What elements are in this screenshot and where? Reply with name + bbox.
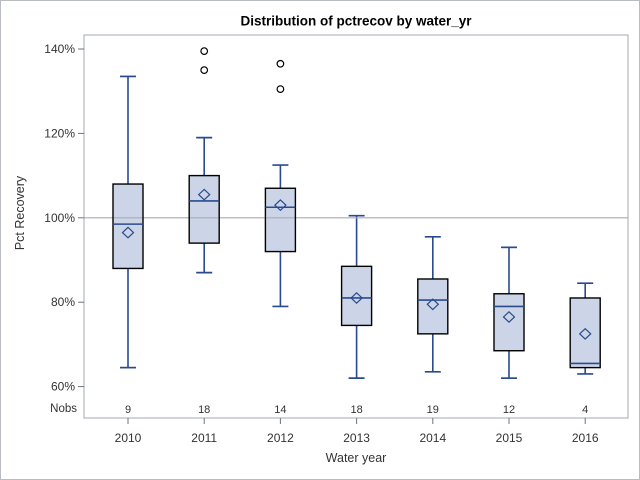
box-outline [340, 265, 373, 327]
nobs-value: 19 [427, 404, 439, 416]
box-group-2014 [417, 235, 449, 373]
x-tick-label: 2010 [115, 431, 142, 445]
mean-diamond-marker [274, 199, 287, 212]
mean-diamond-marker [350, 291, 363, 305]
y-tick-label: 120% [44, 126, 75, 140]
x-tick-label: 2012 [267, 431, 294, 445]
box-outline [112, 183, 144, 270]
nobs-value: 9 [125, 404, 131, 416]
box-group-2011 [188, 47, 220, 274]
mean-diamond-marker [121, 226, 135, 239]
plot-frame [83, 34, 629, 419]
outlier-marker [276, 59, 285, 68]
y-tick-label: 100% [44, 211, 75, 225]
mean-diamond-marker [578, 327, 592, 340]
nobs-value: 18 [350, 404, 362, 416]
nobs-value: 18 [198, 404, 210, 416]
box-outline [569, 297, 601, 369]
x-tick-label: 2014 [419, 431, 446, 445]
box-outline [264, 187, 297, 253]
nobs-value: 12 [503, 404, 515, 416]
box-group-2013 [340, 214, 373, 380]
x-axis-label: Water year [325, 451, 387, 465]
mean-diamond-marker [426, 298, 440, 311]
box-outline [417, 278, 449, 335]
outlier-marker [200, 66, 209, 74]
nobs-value: 4 [582, 404, 588, 416]
box-outline [188, 174, 220, 244]
x-tick-label: 2013 [343, 431, 370, 445]
box-outline [493, 293, 525, 352]
box-fill [113, 184, 143, 269]
mean-diamond-marker [197, 188, 211, 201]
box-fill [417, 278, 448, 334]
box-group-2010 [112, 75, 144, 369]
box-fill [341, 266, 372, 326]
x-tick-label: 2015 [496, 431, 523, 445]
x-tick-label: 2011 [191, 431, 217, 445]
box-fill [570, 297, 601, 368]
outlier-marker [200, 47, 209, 56]
box-group-2015 [493, 246, 525, 380]
y-tick-label: 80% [51, 295, 75, 309]
x-tick-label: 2016 [572, 431, 599, 445]
outlier-marker [276, 85, 285, 93]
box-fill [189, 175, 220, 244]
nobs-value: 14 [274, 404, 286, 416]
y-tick-label: 60% [51, 380, 75, 394]
chart-title: Distribution of pctrecov by water_yr [240, 13, 472, 29]
y-tick-label: 140% [44, 42, 75, 56]
mean-diamond-marker [502, 310, 516, 323]
box-fill [265, 188, 296, 252]
nobs-row-label: Nobs [50, 403, 77, 415]
box-group-2012 [264, 59, 297, 308]
box-group-2016 [569, 282, 601, 375]
